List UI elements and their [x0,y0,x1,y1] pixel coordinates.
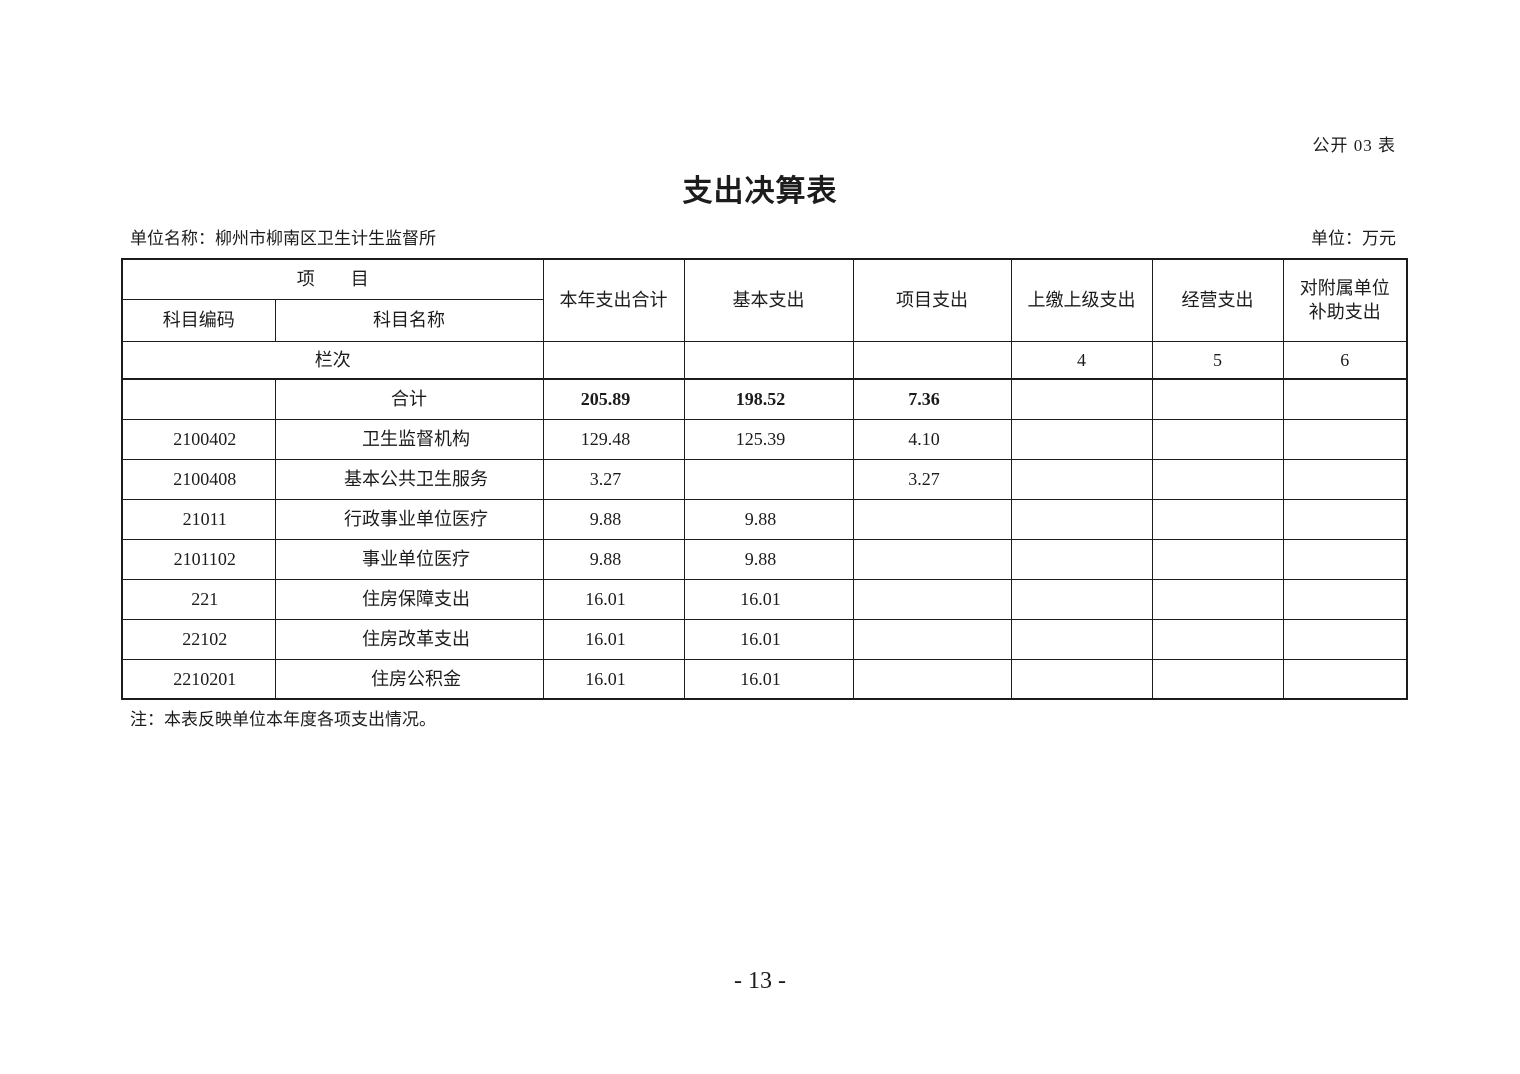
cell-subject-name: 住房改革支出 [274,618,544,660]
cell-subject-name: 住房保障支出 [274,578,544,620]
cell-subject-name: 行政事业单位医疗 [274,498,544,540]
col-header-project-group: 项 目 [121,258,544,300]
cell-upper-level [1010,578,1153,620]
cell-subject-name: 住房公积金 [274,658,544,700]
cell-year-total: 205.89 [542,378,685,420]
column-index-cell: 4 [1010,340,1153,380]
table-row: 2101102 事业单位医疗 9.88 9.88 [121,538,1408,580]
cell-basic: 16.01 [683,578,854,620]
cell-subject-code: 221 [121,578,276,620]
col-header-upper-level: 上缴上级支出 [1010,258,1153,342]
header-row-2: 科目编码 科目名称 [121,298,1407,342]
cell-affiliated [1282,618,1408,660]
cell-operating [1151,498,1284,540]
col-header-basic: 基本支出 [683,258,854,342]
column-index-cell [542,340,685,380]
table-row: 221 住房保障支出 16.01 16.01 [121,578,1408,620]
cell-subject-code: 2100402 [121,418,276,460]
cell-project [852,658,1012,700]
col-header-subject-code: 科目编码 [121,298,276,342]
column-index-row: 栏次 4 5 6 [121,340,1408,380]
cell-affiliated [1282,378,1408,420]
cell-project: 7.36 [852,378,1012,420]
unit-name-label: 单位名称：柳州市柳南区卫生计生监督所 [130,229,436,248]
cell-year-total: 16.01 [542,578,685,620]
table-row: 2100408 基本公共卫生服务 3.27 3.27 [121,458,1408,500]
cell-operating [1151,578,1284,620]
cell-operating [1151,378,1284,420]
cell-year-total: 9.88 [542,498,685,540]
cell-basic: 125.39 [683,418,854,460]
header-row-1: 项 目 本年支出合计 基本支出 项目支出 上缴上级支出 经营支出 对附属单位 补… [121,258,1408,342]
cell-project: 3.27 [852,458,1012,500]
cell-basic: 16.01 [683,658,854,700]
col-header-year-total: 本年支出合计 [542,258,685,342]
unit-info-row: 单位名称：柳州市柳南区卫生计生监督所 单位：万元 [121,224,1406,249]
cell-affiliated [1282,458,1408,500]
cell-operating [1151,618,1284,660]
expenditure-table: 项 目 本年支出合计 基本支出 项目支出 上缴上级支出 经营支出 对附属单位 补… [121,258,1408,700]
cell-upper-level [1010,458,1153,500]
cell-basic: 9.88 [683,538,854,580]
column-index-cell [683,340,854,380]
cell-affiliated [1282,418,1408,460]
cell-project [852,498,1012,540]
cell-project [852,578,1012,620]
cell-affiliated [1282,538,1408,580]
column-index-cell [852,340,1012,380]
currency-unit-label: 单位：万元 [1311,229,1396,248]
page-number: - 13 - [734,968,786,994]
column-index-cell: 6 [1282,340,1408,380]
cell-upper-level [1010,378,1153,420]
page-title: 支出决算表 [682,175,838,208]
table-note: 注：本表反映单位本年度各项支出情况。 [130,710,436,729]
cell-upper-level [1010,498,1153,540]
cell-upper-level [1010,418,1153,460]
table-row-total: 合计 205.89 198.52 7.36 [121,378,1408,420]
cell-operating [1151,538,1284,580]
cell-affiliated [1282,498,1408,540]
cell-upper-level [1010,618,1153,660]
cell-basic [683,458,854,500]
cell-year-total: 9.88 [542,538,685,580]
cell-project: 4.10 [852,418,1012,460]
table-row: 22102 住房改革支出 16.01 16.01 [121,618,1408,660]
column-index-cell: 5 [1151,340,1284,380]
cell-affiliated [1282,578,1408,620]
cell-affiliated [1282,658,1408,700]
col-header-operating: 经营支出 [1151,258,1284,342]
table-row: 2210201 住房公积金 16.01 16.01 [121,658,1408,700]
cell-year-total: 129.48 [542,418,685,460]
cell-basic: 9.88 [683,498,854,540]
cell-subject-code: 2210201 [121,658,276,700]
cell-subject-name: 基本公共卫生服务 [274,458,544,500]
cell-subject-code [121,378,276,420]
cell-basic: 198.52 [683,378,854,420]
cell-project [852,618,1012,660]
cell-subject-name: 合计 [274,378,544,420]
table-row: 21011 行政事业单位医疗 9.88 9.88 [121,498,1408,540]
col-header-subject-name: 科目名称 [274,298,544,342]
cell-year-total: 3.27 [542,458,685,500]
col-header-affiliated: 对附属单位 补助支出 [1282,258,1408,342]
cell-operating [1151,418,1284,460]
cell-year-total: 16.01 [542,618,685,660]
cell-upper-level [1010,538,1153,580]
cell-subject-name: 卫生监督机构 [274,418,544,460]
cell-upper-level [1010,658,1153,700]
table-row: 2100402 卫生监督机构 129.48 125.39 4.10 [121,418,1408,460]
cell-year-total: 16.01 [542,658,685,700]
cell-project [852,538,1012,580]
col-header-project: 项目支出 [852,258,1012,342]
cell-basic: 16.01 [683,618,854,660]
cell-subject-code: 22102 [121,618,276,660]
column-index-label: 栏次 [121,340,544,380]
cell-subject-code: 2100408 [121,458,276,500]
cell-operating [1151,658,1284,700]
cell-subject-code: 21011 [121,498,276,540]
cell-subject-name: 事业单位医疗 [274,538,544,580]
form-number-label: 公开 03 表 [1312,136,1396,155]
cell-subject-code: 2101102 [121,538,276,580]
cell-operating [1151,458,1284,500]
